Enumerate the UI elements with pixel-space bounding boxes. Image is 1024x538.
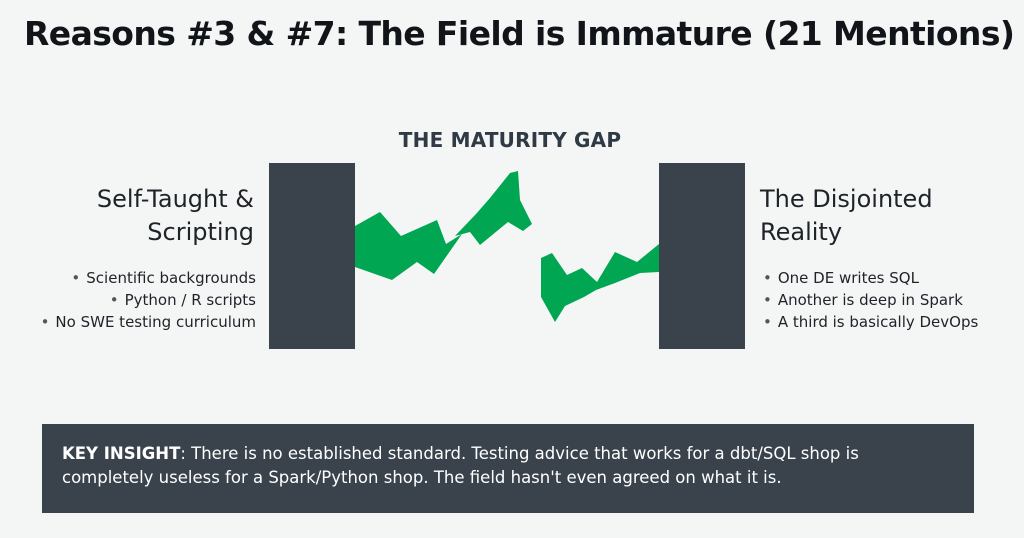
- left-bullet: No SWE testing curriculum: [41, 311, 256, 333]
- right-bullet: A third is basically DevOps: [763, 311, 978, 333]
- slide-title: Reasons #3 & #7: The Field is Immature (…: [24, 14, 1015, 53]
- maturity-gap-label: THE MATURITY GAP: [398, 128, 622, 152]
- right-bullet: One DE writes SQL: [763, 267, 978, 289]
- crack-fragment-left: [355, 212, 462, 280]
- right-title-line1: The Disjointed: [760, 185, 933, 213]
- right-pillar: [659, 163, 745, 349]
- crack-fragment-right: [541, 244, 659, 322]
- left-bullet: Python / R scripts: [41, 289, 256, 311]
- left-bullet: Scientific backgrounds: [41, 267, 256, 289]
- left-title-line2: Scripting: [147, 218, 254, 246]
- left-title-line1: Self-Taught &: [96, 185, 254, 213]
- left-bullet-list: Scientific backgrounds Python / R script…: [41, 267, 256, 333]
- key-insight-label: KEY INSIGHT: [62, 444, 181, 463]
- key-insight-box: KEY INSIGHT: There is no established sta…: [42, 424, 974, 513]
- key-insight-text: : There is no established standard. Test…: [62, 444, 859, 487]
- right-title-line2: Reality: [760, 218, 843, 246]
- right-bullet-list: One DE writes SQL Another is deep in Spa…: [763, 267, 978, 333]
- left-pillar: [269, 163, 355, 349]
- right-bullet: Another is deep in Spark: [763, 289, 978, 311]
- crack-fragment-top: [455, 171, 532, 245]
- left-side-title: Self-Taught & Scripting: [97, 183, 254, 249]
- right-side-title: The Disjointed Reality: [760, 183, 933, 249]
